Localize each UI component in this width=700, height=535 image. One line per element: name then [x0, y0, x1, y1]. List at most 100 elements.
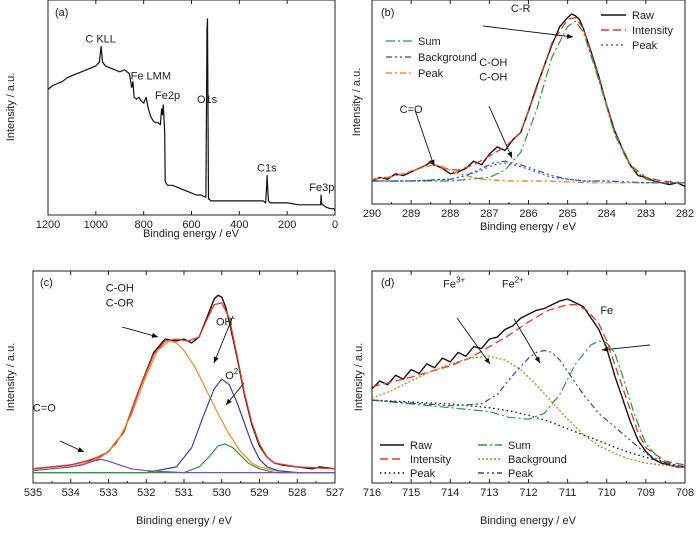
panel-b-ylabel: Intensity / a.u.	[351, 68, 363, 136]
arrow-head	[226, 398, 232, 405]
peak-annotation: C-OH	[106, 282, 134, 294]
arrow-line	[456, 317, 491, 365]
panel-c-label: (c)	[40, 277, 53, 289]
series-line-raw	[32, 294, 336, 470]
series-line-survey	[47, 18, 336, 212]
x-tick-label: 532	[137, 487, 155, 499]
arrow-head	[213, 356, 219, 363]
peak-annotation: O2-	[225, 367, 241, 382]
series-line-oh	[33, 378, 335, 474]
x-tick-label: 708	[676, 487, 694, 499]
arrow-line	[121, 326, 159, 338]
x-tick-label: 290	[363, 208, 381, 220]
panel-a-frame	[47, 0, 336, 216]
x-tick-label: 527	[326, 487, 344, 499]
panel-a-label: (a)	[55, 7, 68, 19]
legend-entry: Raw	[632, 10, 654, 22]
o2-superscript: 2-	[234, 367, 241, 376]
series-line-peak-blue	[371, 349, 686, 468]
peak-annotation: C=O	[400, 104, 423, 116]
x-tick-label: 287	[480, 208, 498, 220]
panel-a: (a) 1200 1000 800 600 400 200 0 C KLL Fe LMM Fe2…	[5, 0, 338, 240]
arrow-line	[482, 25, 574, 38]
legend-entry: Peak	[418, 68, 444, 80]
x-tick-label: 282	[676, 208, 694, 220]
peak-annotation: Fe2+	[502, 276, 524, 291]
legend-entry: Raw	[410, 440, 432, 452]
peak-annotation: C1s	[257, 163, 277, 175]
x-tick-label: 289	[402, 208, 420, 220]
x-tick-label: 712	[519, 487, 537, 499]
x-tick-label: 535	[24, 487, 42, 499]
arrow-line	[213, 315, 234, 364]
series-line-c-o	[32, 458, 335, 474]
legend-entry: Background	[508, 454, 567, 466]
arrow-line	[488, 105, 513, 159]
series-line-peak-black	[371, 399, 686, 468]
series-line-background	[371, 355, 686, 468]
oh-superscript: -	[232, 314, 235, 323]
arrow-line	[513, 318, 541, 364]
series-line-sum	[371, 340, 686, 468]
legend-entry: Intensity	[410, 454, 451, 466]
peak-annotation: C KLL	[85, 33, 116, 45]
panel-b: (b) 290 289 288 287 286 285 284 283 282 C-R C-OH C…	[351, 0, 694, 233]
peak-annotation: OH-	[216, 314, 236, 329]
series-line-background	[372, 160, 685, 184]
panel-b-label: (b)	[381, 7, 394, 19]
fe2-superscript: 2+	[515, 276, 524, 285]
x-tick-label: 200	[278, 219, 296, 231]
x-tick-label: 1000	[84, 219, 108, 231]
panel-d-ylabel: Intensity / a.u.	[353, 343, 365, 411]
x-tick-label: 713	[480, 487, 498, 499]
peak-annotation: Fe	[600, 305, 613, 317]
fe3-superscript: 3+	[456, 276, 465, 285]
panel-c: (c) 535 534 533 532 531 530 529 528 527 C-OH C-OR…	[5, 270, 344, 527]
x-tick-label: 529	[250, 487, 268, 499]
legend-entry: Background	[418, 52, 477, 64]
legend-entry: Peak	[410, 468, 436, 480]
x-tick-label: 288	[441, 208, 459, 220]
peak-annotation: C=O	[33, 403, 56, 415]
x-tick-label: 531	[175, 487, 193, 499]
x-tick-label: 716	[363, 487, 381, 499]
series-line-intensity	[371, 16, 686, 184]
x-tick-label: 711	[559, 487, 577, 499]
arrow-head	[77, 447, 84, 452]
arrow-head	[566, 33, 573, 39]
panel-c-xlabel: Binding energy / eV	[136, 515, 233, 527]
peak-annotation: C-R	[511, 3, 531, 15]
panel-d: (d) 716 715 714 713 712 711 710 709 708 Fe3+ Fe2+…	[353, 270, 694, 527]
x-tick-label: 715	[402, 487, 420, 499]
arrow-line	[601, 344, 651, 351]
peak-annotation: Fe2p	[155, 90, 180, 102]
series-line-c-oh-c-or	[32, 340, 335, 474]
x-tick-label: 709	[637, 487, 655, 499]
x-tick-label: 533	[99, 487, 117, 499]
x-tick-label: 286	[519, 208, 537, 220]
peak-annotation: C-OH	[479, 71, 507, 83]
panel-c-ylabel: Intensity / a.u.	[5, 343, 17, 411]
legend-entry: Peak	[508, 468, 534, 480]
panel-a-ylabel: Intensity / a.u.	[5, 73, 17, 141]
x-tick-label: 0	[332, 219, 338, 231]
panel-b-xlabel: Binding energy / eV	[480, 221, 577, 233]
panel-a-xlabel: Binding energy / eV	[143, 228, 240, 240]
x-tick-label: 284	[598, 208, 616, 220]
peak-annotation: Fe3+	[443, 276, 465, 291]
legend-entry: Peak	[632, 40, 658, 52]
x-tick-label: 400	[230, 219, 248, 231]
x-tick-label: 530	[213, 487, 231, 499]
panel-d-xlabel: Binding energy / eV	[480, 515, 577, 527]
series-line-peak	[371, 164, 685, 184]
legend-entry: Sum	[418, 36, 441, 48]
x-tick-label: 1200	[36, 219, 60, 231]
arrow-head	[602, 346, 609, 352]
series-line-intensity	[32, 302, 336, 470]
arrow-line	[414, 109, 435, 167]
panel-d-label: (d)	[381, 277, 394, 289]
arrow-head	[429, 159, 435, 166]
peak-annotation: Fe3p	[309, 182, 334, 194]
peak-annotation: C-OR	[106, 298, 134, 310]
